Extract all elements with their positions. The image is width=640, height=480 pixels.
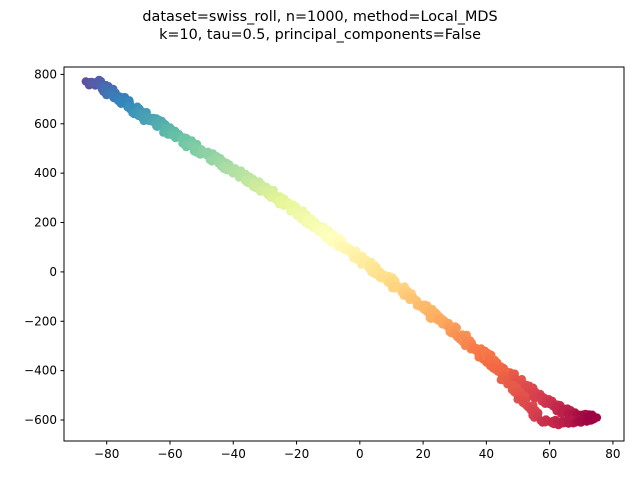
- plot-frame: [63, 66, 625, 442]
- x-tick-label: 0: [356, 447, 364, 461]
- data-point: [390, 281, 399, 291]
- y-tick-label: −400: [24, 364, 57, 378]
- y-tick-label: 200: [34, 216, 57, 230]
- chart-title-line-1: dataset=swiss_roll, n=1000, method=Local…: [142, 9, 497, 25]
- y-tick-label: 800: [34, 67, 57, 81]
- scatter-points: [81, 75, 602, 430]
- x-tick-label: 20: [415, 447, 430, 461]
- y-tick-label: 600: [34, 117, 57, 131]
- x-tick-label: 40: [479, 447, 494, 461]
- y-tick-label: 0: [49, 265, 57, 279]
- y-tick-label: −600: [24, 413, 57, 427]
- x-tick-label: −40: [221, 447, 246, 461]
- x-axis-ticks: −80 −60 −40 −20 0 20 40 60 80: [94, 441, 621, 461]
- x-tick-label: −20: [284, 447, 309, 461]
- x-tick-label: 80: [605, 447, 620, 461]
- y-tick-label: −200: [24, 314, 57, 328]
- chart-title-line-2: k=10, tau=0.5, principal_components=Fals…: [159, 27, 481, 43]
- data-point: [589, 415, 598, 424]
- y-tick-label: 400: [34, 166, 57, 180]
- x-tick-label: −60: [157, 447, 182, 461]
- x-tick-label: −80: [94, 447, 119, 461]
- x-tick-label: 60: [542, 447, 557, 461]
- y-axis-ticks: −600 −400 −200 0 200 400 600 800: [24, 67, 64, 427]
